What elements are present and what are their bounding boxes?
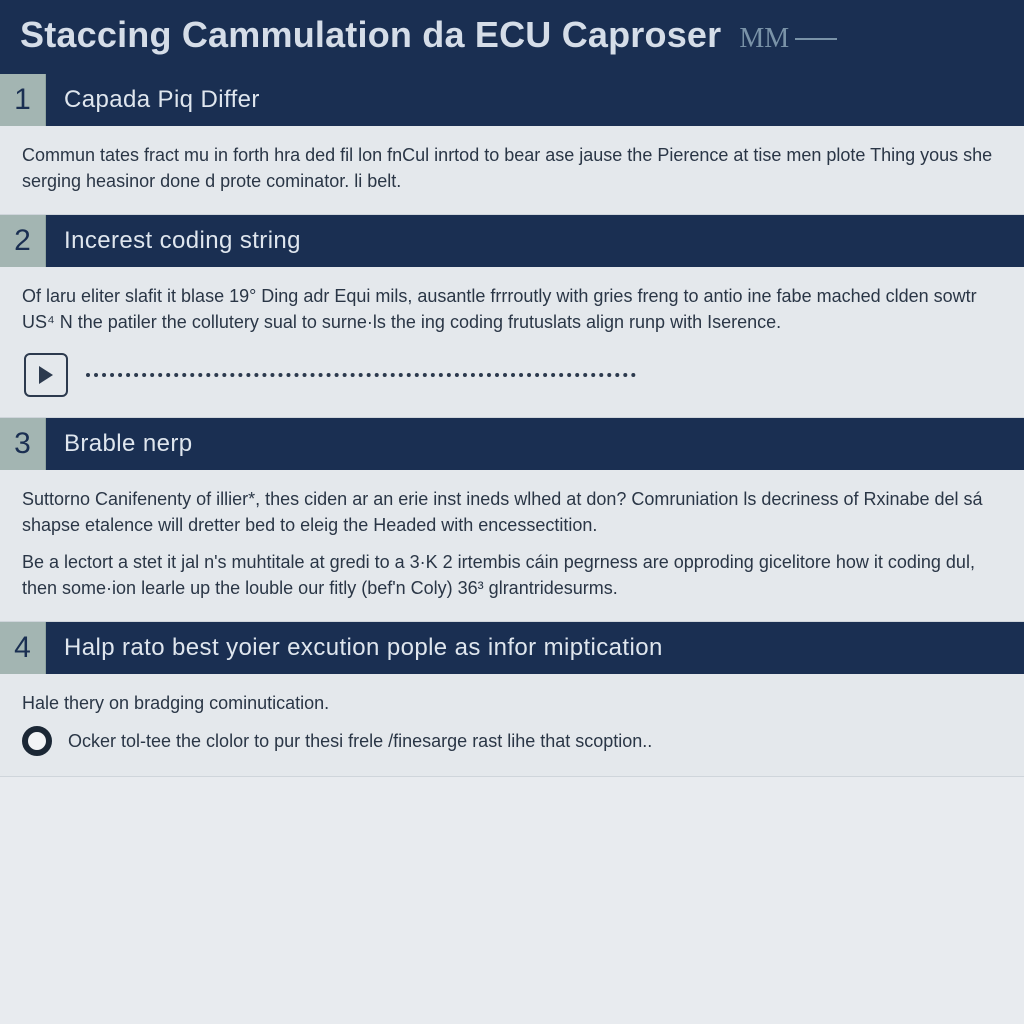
radio-option[interactable] xyxy=(22,726,52,756)
signature-mark: MM xyxy=(739,23,837,55)
play-row xyxy=(22,353,1002,397)
section-number-badge: 1 xyxy=(0,74,46,126)
body-paragraph: Of laru eliter slafit it blase 19° Ding … xyxy=(22,283,1002,335)
section-title: Brable nerp xyxy=(46,418,1024,470)
progress-track[interactable] xyxy=(86,373,636,377)
body-paragraph: Hale thery on bradging cominutication. xyxy=(22,690,1002,716)
page-header: Staccing Cammulation da ECU Caproser MM xyxy=(0,0,1024,74)
section-number-badge: 4 xyxy=(0,622,46,674)
section-body: Hale thery on bradging cominutication. O… xyxy=(0,674,1024,777)
body-paragraph: Suttorno Canifenenty of illier*, thes ci… xyxy=(22,486,1002,538)
section-header: 3 Brable nerp xyxy=(0,418,1024,470)
section-body: Of laru eliter slafit it blase 19° Ding … xyxy=(0,267,1024,418)
section-1: 1 Capada Piq Differ Commun tates fract m… xyxy=(0,74,1024,215)
play-button[interactable] xyxy=(24,353,68,397)
signature-text: MM xyxy=(739,23,789,55)
section-header: 2 Incerest coding string xyxy=(0,215,1024,267)
page-title: Staccing Cammulation da ECU Caproser xyxy=(20,14,721,56)
section-3: 3 Brable nerp Suttorno Canifenenty of il… xyxy=(0,418,1024,621)
section-4: 4 Halp rato best yoier excution pople as… xyxy=(0,622,1024,777)
section-body: Suttorno Canifenenty of illier*, thes ci… xyxy=(0,470,1024,621)
section-title: Incerest coding string xyxy=(46,215,1024,267)
section-title: Capada Piq Differ xyxy=(46,74,1024,126)
section-title: Halp rato best yoier excution pople as i… xyxy=(46,622,1024,674)
section-header: 1 Capada Piq Differ xyxy=(0,74,1024,126)
play-icon xyxy=(37,365,55,385)
section-body: Commun tates fract mu in forth hra ded f… xyxy=(0,126,1024,215)
body-paragraph: Be a lectort a stet it jal n's muhtitale… xyxy=(22,549,1002,601)
signature-line xyxy=(795,38,837,40)
radio-label: Ocker tol-tee the clolor to pur thesi fr… xyxy=(68,728,652,754)
radio-row: Ocker tol-tee the clolor to pur thesi fr… xyxy=(22,726,1002,756)
section-number-badge: 3 xyxy=(0,418,46,470)
section-2: 2 Incerest coding string Of laru eliter … xyxy=(0,215,1024,418)
section-number-badge: 2 xyxy=(0,215,46,267)
section-header: 4 Halp rato best yoier excution pople as… xyxy=(0,622,1024,674)
body-paragraph: Commun tates fract mu in forth hra ded f… xyxy=(22,142,1002,194)
